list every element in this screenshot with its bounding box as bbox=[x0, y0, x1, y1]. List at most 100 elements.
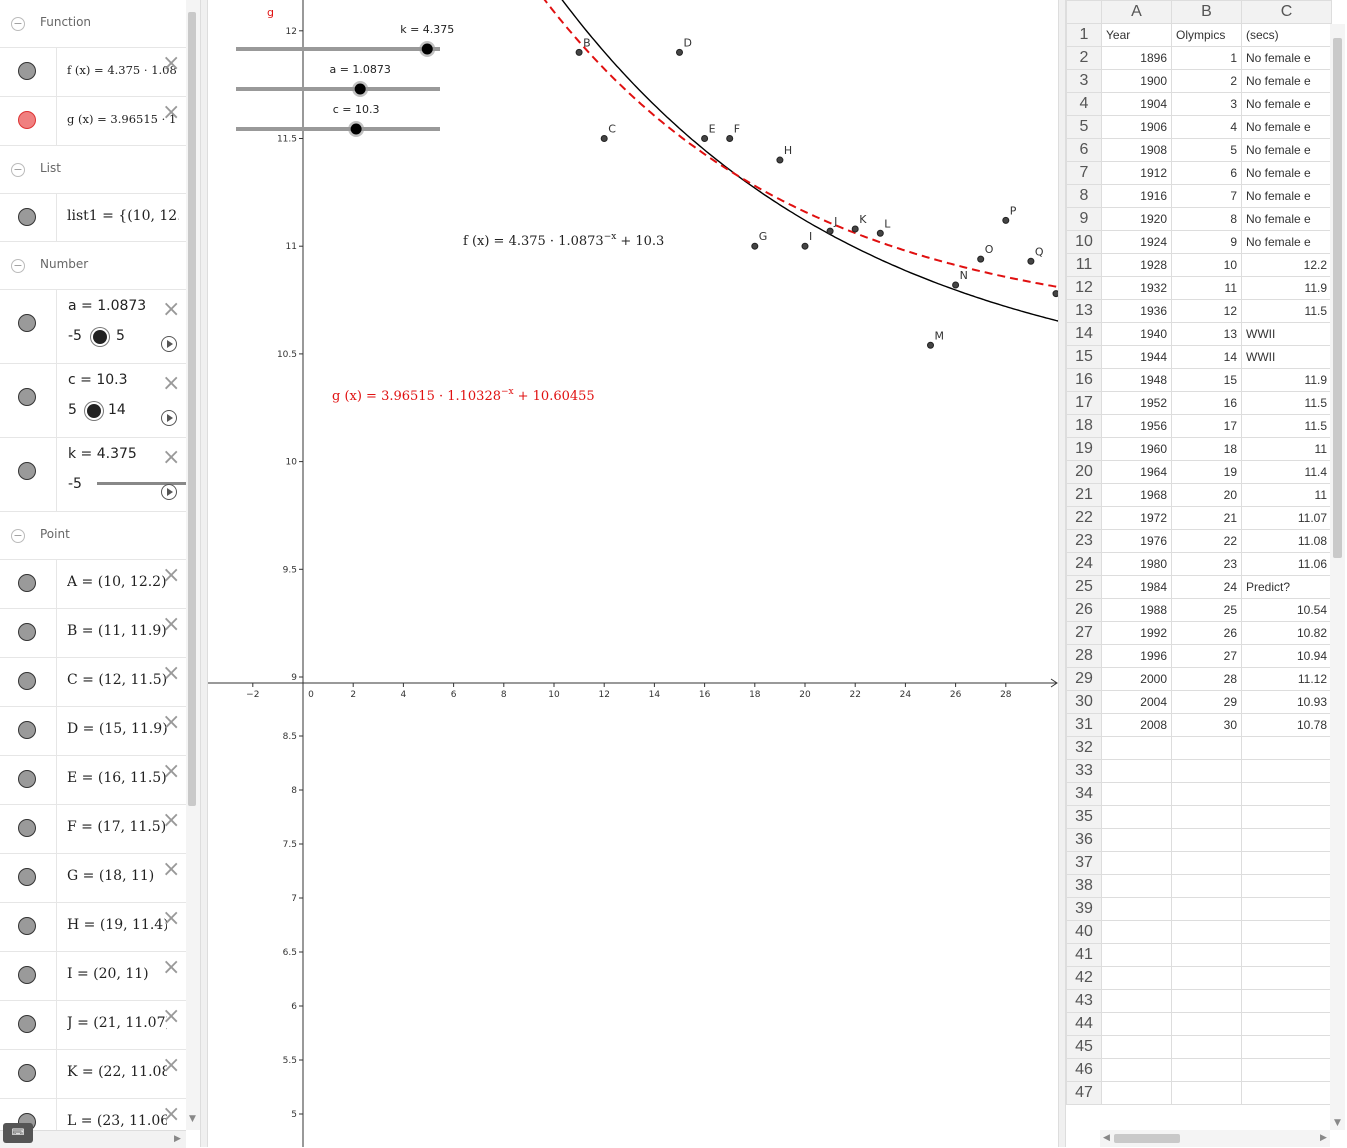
spreadsheet-cell[interactable]: 1936 bbox=[1101, 299, 1172, 323]
visibility-toggle-icon[interactable] bbox=[18, 966, 36, 984]
spreadsheet-cell[interactable] bbox=[1171, 874, 1242, 898]
graphics-view[interactable]: −202468101214161820222426281514.51413.51… bbox=[208, 0, 1058, 1147]
algebra-scrollbar[interactable]: ▼ bbox=[186, 0, 200, 1130]
row-header[interactable]: 35 bbox=[1066, 805, 1102, 829]
column-header[interactable]: B bbox=[1171, 0, 1242, 24]
view-divider[interactable] bbox=[1058, 0, 1066, 1147]
row-header[interactable]: 31 bbox=[1066, 713, 1102, 737]
point-expression[interactable]: E = (16, 11.5) bbox=[67, 770, 167, 786]
delete-icon[interactable]: × bbox=[162, 445, 181, 470]
spreadsheet-cell[interactable]: (secs) bbox=[1241, 23, 1332, 47]
slider-track[interactable] bbox=[97, 482, 186, 485]
spreadsheet-cell[interactable]: WWII bbox=[1241, 322, 1332, 346]
spreadsheet-cell[interactable]: 1904 bbox=[1101, 92, 1172, 116]
spreadsheet-cell[interactable]: 2000 bbox=[1101, 667, 1172, 691]
delete-icon[interactable]: × bbox=[162, 759, 181, 784]
spreadsheet-cell[interactable]: 1984 bbox=[1101, 575, 1172, 599]
row-header[interactable]: 16 bbox=[1066, 368, 1102, 392]
spreadsheet-cell[interactable]: 16 bbox=[1171, 391, 1242, 415]
spreadsheet-cell[interactable]: 1 bbox=[1171, 46, 1242, 70]
spreadsheet-cell[interactable] bbox=[1171, 920, 1242, 944]
function-g-expression[interactable]: g (x) = 3.96515 · 1.1 bbox=[67, 112, 177, 126]
visibility-toggle-icon[interactable] bbox=[18, 623, 36, 641]
spreadsheet-cell[interactable] bbox=[1241, 805, 1332, 829]
algebra-item-point[interactable]: C = (12, 11.5) × bbox=[0, 658, 186, 707]
spreadsheet-cell[interactable]: 15 bbox=[1171, 368, 1242, 392]
spreadsheet-cell[interactable]: 11.07 bbox=[1241, 506, 1332, 530]
point-expression[interactable]: F = (17, 11.5) bbox=[67, 819, 167, 835]
spreadsheet-cell[interactable]: No female e bbox=[1241, 230, 1332, 254]
spreadsheet-cell[interactable] bbox=[1171, 897, 1242, 921]
spreadsheet-cell[interactable]: 24 bbox=[1171, 575, 1242, 599]
spreadsheet-cell[interactable] bbox=[1101, 828, 1172, 852]
row-header[interactable]: 10 bbox=[1066, 230, 1102, 254]
row-header[interactable]: 13 bbox=[1066, 299, 1102, 323]
row-header[interactable]: 41 bbox=[1066, 943, 1102, 967]
list1-expression[interactable]: list1 = {(10, 12.2), bbox=[67, 208, 179, 224]
spreadsheet-cell[interactable]: 1964 bbox=[1101, 460, 1172, 484]
row-header[interactable]: 36 bbox=[1066, 828, 1102, 852]
row-header[interactable]: 22 bbox=[1066, 506, 1102, 530]
spreadsheet-cell[interactable] bbox=[1101, 989, 1172, 1013]
row-header[interactable]: 11 bbox=[1066, 253, 1102, 277]
spreadsheet-cell[interactable]: 11.9 bbox=[1241, 276, 1332, 300]
point-E[interactable] bbox=[701, 135, 709, 142]
spreadsheet-cell[interactable]: No female e bbox=[1241, 184, 1332, 208]
visibility-toggle-icon[interactable] bbox=[18, 62, 36, 80]
spreadsheet-horizontal-scrollbar[interactable]: ◀ ▶ bbox=[1100, 1130, 1330, 1147]
spreadsheet-cell[interactable]: 9 bbox=[1171, 230, 1242, 254]
spreadsheet-cell[interactable] bbox=[1171, 1035, 1242, 1059]
point-expression[interactable]: A = (10, 12.2) bbox=[67, 574, 167, 590]
algebra-item-point[interactable]: F = (17, 11.5) × bbox=[0, 805, 186, 854]
point-expression[interactable]: J = (21, 11.07) bbox=[67, 1015, 167, 1031]
spreadsheet-cell[interactable]: 2008 bbox=[1101, 713, 1172, 737]
algebra-item-point[interactable]: I = (20, 11) × bbox=[0, 952, 186, 1001]
spreadsheet-cell[interactable] bbox=[1241, 943, 1332, 967]
algebra-item-point[interactable]: K = (22, 11.08) × bbox=[0, 1050, 186, 1099]
spreadsheet-cell[interactable]: 1944 bbox=[1101, 345, 1172, 369]
delete-icon[interactable]: × bbox=[162, 661, 181, 686]
spreadsheet-cell[interactable]: 1900 bbox=[1101, 69, 1172, 93]
spreadsheet-cell[interactable]: 1928 bbox=[1101, 253, 1172, 277]
visibility-toggle-icon[interactable] bbox=[18, 314, 36, 332]
spreadsheet-cell[interactable] bbox=[1171, 1012, 1242, 1036]
g-graph-label[interactable]: g (x) = 3.96515 · 1.10328−x + 10.60455 bbox=[332, 387, 595, 404]
spreadsheet-cell[interactable] bbox=[1101, 966, 1172, 990]
spreadsheet-cell[interactable]: 8 bbox=[1171, 207, 1242, 231]
point-expression[interactable]: L = (23, 11.06) bbox=[67, 1113, 167, 1129]
spreadsheet-cell[interactable]: 28 bbox=[1171, 667, 1242, 691]
spreadsheet-cell[interactable]: WWII bbox=[1241, 345, 1332, 369]
scroll-right-icon[interactable]: ▶ bbox=[174, 1134, 181, 1144]
spreadsheet-cell[interactable]: 12.2 bbox=[1241, 253, 1332, 277]
row-header[interactable]: 46 bbox=[1066, 1058, 1102, 1082]
spreadsheet-cell[interactable]: 11.4 bbox=[1241, 460, 1332, 484]
spreadsheet-cell[interactable]: 1948 bbox=[1101, 368, 1172, 392]
spreadsheet-cell[interactable] bbox=[1241, 1081, 1332, 1105]
row-header[interactable]: 17 bbox=[1066, 391, 1102, 415]
delete-icon[interactable]: × bbox=[162, 297, 181, 322]
spreadsheet-cell[interactable]: 11 bbox=[1241, 437, 1332, 461]
algebra-item-k[interactable]: k = 4.375 × -5 bbox=[0, 438, 186, 512]
spreadsheet-cell[interactable] bbox=[1241, 782, 1332, 806]
point-P[interactable] bbox=[1002, 216, 1010, 224]
number-k-label[interactable]: k = 4.375 bbox=[68, 446, 137, 462]
spreadsheet-cell[interactable]: 1940 bbox=[1101, 322, 1172, 346]
point-expression[interactable]: K = (22, 11.08) bbox=[67, 1064, 167, 1080]
point-N[interactable] bbox=[952, 281, 960, 289]
row-header[interactable]: 9 bbox=[1066, 207, 1102, 231]
slider-thumb[interactable] bbox=[421, 43, 433, 55]
spreadsheet-cell[interactable] bbox=[1241, 736, 1332, 760]
category-list[interactable]: − List bbox=[0, 146, 186, 194]
play-icon[interactable] bbox=[161, 336, 177, 352]
spreadsheet-cell[interactable]: No female e bbox=[1241, 115, 1332, 139]
point-I[interactable] bbox=[801, 242, 809, 250]
row-header[interactable]: 44 bbox=[1066, 1012, 1102, 1036]
spreadsheet-cell[interactable] bbox=[1101, 1035, 1172, 1059]
row-header[interactable]: 34 bbox=[1066, 782, 1102, 806]
spreadsheet-cell[interactable]: 1968 bbox=[1101, 483, 1172, 507]
scrollbar-thumb[interactable] bbox=[1114, 1134, 1180, 1143]
row-header[interactable]: 19 bbox=[1066, 437, 1102, 461]
spreadsheet-cell[interactable] bbox=[1101, 805, 1172, 829]
spreadsheet-cell[interactable]: 6 bbox=[1171, 161, 1242, 185]
spreadsheet-cell[interactable]: 1960 bbox=[1101, 437, 1172, 461]
